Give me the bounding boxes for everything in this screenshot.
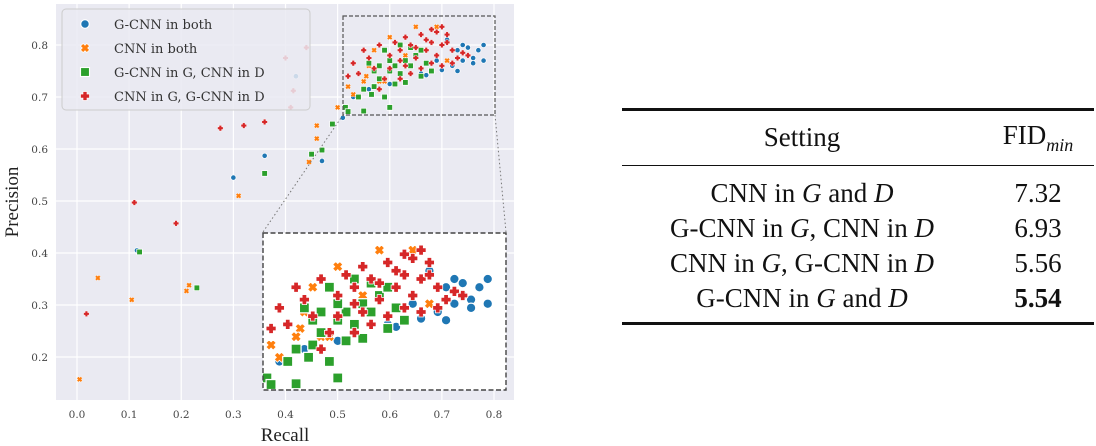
table-row: G-CNN in G and D 5.54 [622,281,1094,316]
y-tick-labels: 0.2 0.3 0.4 0.5 0.6 0.7 0.8 [31,40,48,364]
setting-cell: G-CNN in G, CNN in D [669,213,934,243]
data-points [76,23,487,383]
x-tick: 0.8 [486,409,503,421]
header-setting: Setting [763,122,841,152]
x-axis-label: Recall [261,425,310,446]
legend-label: CNN in G, G-CNN in D [114,90,265,105]
x-tick: 0.4 [277,409,294,421]
x-tick: 0.1 [121,409,138,421]
y-tick: 0.5 [31,196,48,208]
y-tick: 0.6 [31,144,48,156]
legend-label: G-CNN in G, CNN in D [114,66,265,81]
y-tick: 0.3 [31,300,48,312]
inset [262,232,507,391]
inset-frame [262,232,507,391]
table-header: Setting FIDmin [622,111,1094,165]
setting-cell: CNN in G and D [710,178,894,208]
table-row: CNN in G and D 7.32 [622,176,1094,211]
table-row: G-CNN in G, CNN in D 6.93 [622,211,1094,246]
x-tick: 0.7 [434,409,451,421]
legend-label: G-CNN in both [114,18,213,33]
header-fid: FIDmin [1002,119,1074,155]
top-rule [622,108,1094,111]
zoom-region-box [342,15,496,116]
setting-cell: CNN in G, G-CNN in D [669,248,934,278]
fid-cell: 6.93 [1014,213,1062,243]
x-tick: 0.6 [381,409,398,421]
x-tick-labels: 0.0 0.1 0.2 0.3 0.4 0.5 0.6 0.7 0.8 [69,409,503,421]
fid-table: Setting FIDmin CNN in G and D 7.32 G-CNN i… [622,108,1094,325]
mid-rule [622,164,1094,166]
table-row: CNN in G, G-CNN in D 5.56 [622,246,1094,281]
legend: G-CNN in both CNN in both G-CNN in G, CNN … [61,8,311,111]
legend-label: CNN in both [114,42,198,57]
precision-recall-scatter: 0.0 0.1 0.2 0.3 0.4 0.5 0.6 0.7 0.8 0.2 0.3 0.4 0.5… [2,4,514,446]
fid-cell: 7.32 [1014,178,1062,208]
y-tick: 0.4 [31,248,48,260]
fid-cell: 5.56 [1014,248,1062,278]
y-axis-label: Precision [2,166,23,237]
y-tick: 0.7 [31,92,48,104]
y-tick: 0.8 [31,40,48,52]
x-tick: 0.3 [225,409,242,421]
y-tick: 0.2 [31,352,48,364]
fid-cell: 5.54 [1014,283,1062,313]
bottom-rule [622,322,1094,325]
x-tick: 0.2 [173,409,190,421]
x-tick: 0.5 [329,409,346,421]
x-tick: 0.0 [69,409,86,421]
setting-cell: G-CNN in G and D [696,283,908,313]
